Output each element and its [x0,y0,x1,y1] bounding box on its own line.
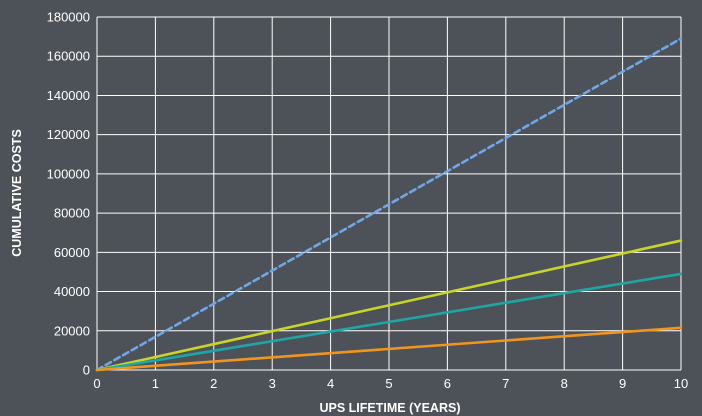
y-tick-label: 20000 [54,323,90,338]
x-axis-title: UPS LIFETIME (YEARS) [320,401,461,415]
y-tick-label: 120000 [47,127,90,142]
x-tick-label: 4 [327,376,334,391]
series-line-2 [95,239,683,372]
y-tick-label: 60000 [54,245,90,260]
y-tick-label: 40000 [54,284,90,299]
y-tick-label: 140000 [47,88,90,103]
y-tick-label: 180000 [47,10,90,25]
x-tick-label: 6 [444,376,451,391]
x-tick-label: 5 [385,376,392,391]
series-line-3 [95,272,683,372]
series-line-4 [95,326,683,372]
series-layer [95,37,683,372]
y-tick-label: 100000 [47,166,90,181]
x-tick-label: 10 [674,376,688,391]
y-axis-title: CUMULATIVE COSTS [10,129,24,257]
x-tick-label: 8 [561,376,568,391]
y-tick-label: 80000 [54,206,90,221]
y-tick-label: 160000 [47,49,90,64]
x-tick-label: 3 [269,376,276,391]
x-tick-label: 1 [152,376,159,391]
x-tick-label: 0 [93,376,100,391]
x-tick-label: 9 [619,376,626,391]
grid [96,16,682,371]
x-tick-label: 2 [210,376,217,391]
x-tick-label: 7 [502,376,509,391]
y-tick-label: 0 [83,363,90,378]
tick-labels: 0 20000 40000 60000 80000 100000 120000 140000 1… [47,10,689,392]
series-line-1 [95,37,683,372]
